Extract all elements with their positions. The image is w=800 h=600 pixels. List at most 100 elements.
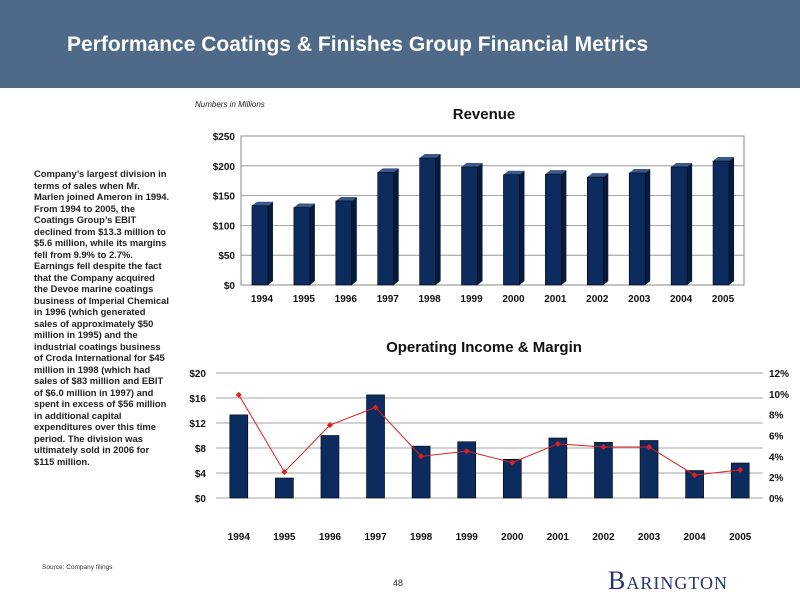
- margin-point: [372, 404, 379, 411]
- income-bar: [639, 440, 659, 499]
- income-bar: [685, 470, 704, 499]
- income-bar: [366, 394, 385, 499]
- revenue-x-tick-label: 2000: [502, 294, 525, 305]
- revenue-bar: [586, 176, 604, 286]
- margin-point: [737, 466, 744, 473]
- margin-y-tick-label: 0%: [769, 494, 784, 505]
- income-x-tick-label: 2001: [547, 532, 570, 543]
- revenue-bar-top: [461, 162, 483, 167]
- income-x-tick-label: 1998: [410, 532, 433, 543]
- margin-y-tick-label: 2%: [769, 473, 784, 484]
- income-y-tick-label: $8: [195, 444, 207, 455]
- revenue-bar-top: [587, 173, 609, 178]
- revenue-bar-side: [687, 162, 693, 285]
- revenue-bar-side: [309, 203, 315, 285]
- revenue-bar: [712, 160, 730, 286]
- revenue-x-tick-label: 1994: [251, 294, 274, 305]
- barington-logo: BARINGTON: [608, 566, 729, 595]
- revenue-x-tick-label: 2002: [586, 294, 609, 305]
- revenue-bar: [545, 173, 562, 286]
- revenue-bar: [251, 205, 269, 286]
- revenue-y-tick-label: $100: [213, 221, 236, 232]
- revenue-bar-side: [645, 168, 651, 285]
- income-y-tick-label: $0: [195, 494, 207, 505]
- revenue-bar-top: [713, 157, 735, 162]
- income-bar: [594, 442, 613, 499]
- income-y-tick-label: $12: [189, 419, 206, 430]
- units-note: Numbers in Millions: [195, 100, 265, 109]
- revenue-bar: [377, 172, 395, 286]
- income-chart-title: Operating Income & Margin: [386, 339, 582, 356]
- revenue-x-tick-label: 1998: [419, 294, 442, 305]
- revenue-x-tick-label: 1996: [335, 294, 358, 305]
- margin-point: [235, 391, 242, 398]
- margin-y-tick-label: 4%: [769, 452, 784, 463]
- margin-point: [281, 468, 288, 475]
- income-bar: [502, 458, 522, 499]
- revenue-bar-top: [377, 168, 399, 173]
- income-bar: [320, 435, 340, 499]
- revenue-x-tick-label: 1999: [460, 294, 483, 305]
- revenue-plot-area: [240, 135, 745, 286]
- income-x-tick-label: 1999: [456, 532, 479, 543]
- income-x-tick-label: 2005: [729, 532, 752, 543]
- revenue-bar-side: [477, 162, 483, 285]
- revenue-x-tick-label: 2001: [544, 294, 567, 305]
- income-bar: [275, 477, 294, 499]
- revenue-bar: [628, 172, 646, 286]
- revenue-bar-top: [335, 196, 357, 201]
- revenue-bar: [461, 166, 478, 286]
- revenue-bar-top: [671, 162, 693, 167]
- margin-point: [554, 440, 561, 447]
- margin-point: [509, 459, 516, 466]
- revenue-y-tick-label: $200: [213, 162, 236, 173]
- revenue-bar-top: [251, 201, 273, 206]
- income-x-tick-label: 1994: [228, 532, 251, 543]
- margin-line: [238, 394, 741, 476]
- revenue-bar-top: [419, 154, 441, 159]
- revenue-bar-top: [545, 170, 567, 175]
- margin-y-tick-label: 10%: [769, 390, 789, 401]
- revenue-x-tick-label: 2003: [628, 294, 651, 305]
- income-bar: [411, 445, 431, 499]
- header-banner: Performance Coatings & Finishes Group Fi…: [0, 0, 800, 88]
- revenue-y-tick-label: $0: [224, 281, 236, 292]
- revenue-x-tick-label: 2005: [712, 294, 735, 305]
- revenue-y-tick-label: $250: [213, 132, 236, 143]
- income-y-tick-label: $4: [195, 469, 207, 480]
- margin-point: [326, 422, 333, 429]
- revenue-bar-side: [603, 173, 609, 285]
- revenue-bar-side: [561, 170, 567, 285]
- revenue-x-tick-label: 1995: [293, 294, 316, 305]
- revenue-bar-top: [629, 168, 651, 173]
- revenue-bar-top: [293, 203, 315, 208]
- income-x-tick-label: 1996: [319, 532, 342, 543]
- income-x-tick-label: 2002: [592, 532, 615, 543]
- revenue-bar-top: [503, 170, 525, 175]
- income-x-tick-label: 2000: [501, 532, 524, 543]
- revenue-chart-title: Revenue: [453, 106, 516, 123]
- revenue-bar-side: [519, 170, 525, 285]
- margin-point: [600, 443, 607, 450]
- revenue-y-tick-label: $150: [213, 192, 236, 203]
- income-bar: [548, 437, 568, 499]
- margin-y-tick-label: 12%: [769, 369, 789, 380]
- margin-point: [463, 448, 470, 455]
- margin-point: [646, 443, 653, 450]
- income-x-tick-label: 2004: [684, 532, 707, 543]
- income-x-tick-label: 1997: [364, 532, 387, 543]
- margin-y-tick-label: 6%: [769, 432, 784, 443]
- revenue-x-tick-label: 1997: [377, 294, 400, 305]
- revenue-bar-side: [267, 201, 273, 285]
- margin-point: [418, 453, 425, 460]
- page-title: Performance Coatings & Finishes Group Fi…: [67, 33, 649, 56]
- income-x-tick-label: 1995: [273, 532, 296, 543]
- source-note: Source: Company filings: [42, 564, 113, 571]
- revenue-bar: [419, 157, 436, 286]
- revenue-bar-side: [351, 196, 357, 285]
- margin-y-tick-label: 8%: [769, 411, 784, 422]
- income-bar: [229, 414, 249, 499]
- revenue-bar: [670, 166, 688, 286]
